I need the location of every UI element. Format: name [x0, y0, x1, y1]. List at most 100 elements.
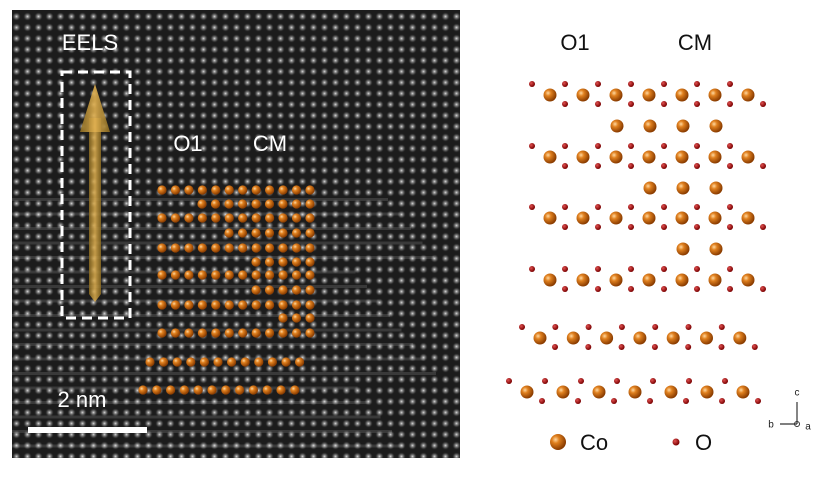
co-atom	[609, 273, 623, 287]
co-atom	[708, 273, 722, 287]
streak	[12, 415, 381, 419]
co-atom	[700, 331, 713, 345]
o-atom	[685, 344, 692, 350]
o-atom	[506, 378, 512, 384]
atom	[278, 243, 288, 253]
atom	[224, 300, 234, 310]
o-atom	[628, 163, 634, 169]
o-atom	[694, 81, 700, 87]
legend-co-label: Co	[580, 430, 608, 455]
atom	[251, 300, 261, 310]
streak	[12, 314, 390, 317]
atom	[224, 270, 234, 280]
atom	[291, 270, 302, 280]
co-atom	[643, 181, 657, 195]
atom	[197, 270, 207, 280]
co-atom	[709, 119, 723, 133]
atom	[213, 357, 223, 367]
o-atom	[585, 324, 592, 330]
o1-label: O1	[173, 131, 202, 156]
atom	[211, 243, 221, 253]
atom	[211, 185, 221, 195]
atom	[179, 385, 189, 395]
o-atom	[575, 398, 581, 404]
co-atom	[736, 385, 750, 399]
atom	[166, 385, 176, 395]
co-atom	[708, 211, 722, 225]
axis-a-label: a	[805, 422, 811, 433]
atom	[267, 357, 277, 367]
atom	[251, 199, 261, 209]
o-atom	[529, 81, 535, 87]
co-atom	[576, 273, 590, 287]
atom	[197, 243, 207, 253]
axis-b-label: b	[768, 420, 774, 431]
atom	[197, 328, 207, 338]
arrow-shaft	[89, 118, 101, 294]
co-atom	[642, 273, 656, 287]
atom-overlay	[138, 185, 315, 395]
o-atom	[628, 224, 634, 230]
atom	[251, 285, 261, 295]
atom	[291, 300, 302, 310]
atom	[251, 185, 261, 195]
atom	[211, 328, 221, 338]
o-atom	[595, 81, 601, 87]
o-atom	[595, 143, 601, 149]
streak	[12, 270, 356, 274]
o-atom	[628, 204, 634, 210]
co-atom	[556, 385, 570, 399]
o-atom	[585, 344, 592, 350]
o-atom	[595, 266, 601, 272]
atom	[197, 300, 207, 310]
co-atom	[709, 242, 723, 256]
co-atom	[675, 211, 689, 225]
atom	[184, 243, 194, 253]
atom	[305, 313, 315, 323]
atom	[184, 328, 194, 338]
co-atom	[566, 331, 580, 345]
atom	[157, 243, 167, 253]
atom	[305, 257, 315, 267]
o-atom	[562, 143, 568, 149]
o-atom	[578, 378, 584, 384]
o-atom	[755, 398, 761, 404]
atom	[172, 357, 182, 367]
atom	[248, 385, 258, 395]
o-atom	[661, 224, 667, 230]
co-atom	[741, 150, 755, 164]
atom	[264, 285, 275, 295]
atom	[251, 270, 261, 280]
atom	[238, 213, 248, 223]
o-atom	[718, 344, 725, 350]
atom	[265, 243, 275, 253]
crystal-structure	[506, 81, 766, 404]
atom	[265, 300, 275, 310]
atom	[184, 213, 194, 223]
o-atom	[595, 224, 601, 230]
o-atom	[628, 143, 634, 149]
co-atom	[576, 88, 590, 102]
o-atom	[718, 324, 725, 330]
co-atom	[708, 150, 722, 164]
o-atom	[595, 101, 601, 107]
atom	[265, 328, 275, 338]
o-atom	[595, 204, 601, 210]
co-atom	[642, 150, 656, 164]
atom	[170, 185, 181, 195]
atom	[291, 199, 302, 209]
atom	[251, 228, 261, 238]
atom	[237, 228, 248, 238]
co-atom	[676, 242, 690, 256]
atom	[197, 213, 207, 223]
a-axis	[794, 421, 800, 427]
streak	[12, 372, 436, 375]
legend-o-label: O	[695, 430, 712, 455]
o-atom	[562, 224, 568, 230]
atom	[224, 213, 234, 223]
atom	[291, 228, 302, 238]
o-atom	[751, 344, 758, 350]
o-atom	[722, 378, 728, 384]
atom	[305, 328, 315, 338]
atom	[237, 199, 248, 209]
